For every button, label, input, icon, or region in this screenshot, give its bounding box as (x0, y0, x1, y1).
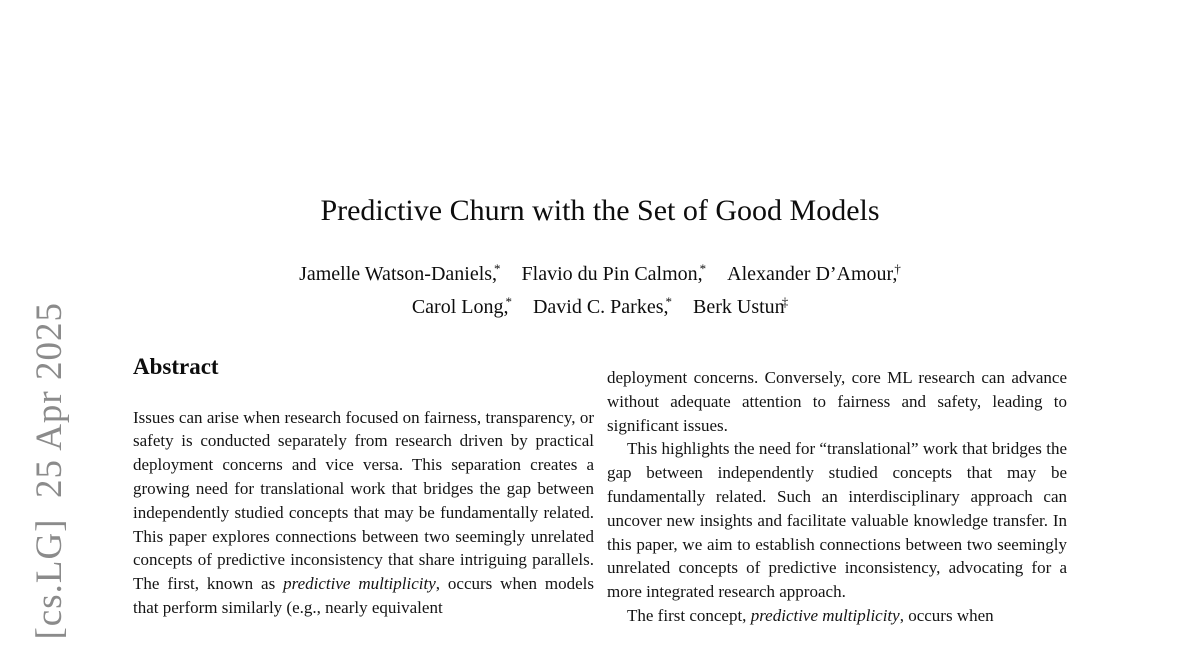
author: Jamelle Watson-Daniels,* (299, 261, 501, 285)
paper-title: Predictive Churn with the Set of Good Mo… (320, 194, 880, 227)
body-paragraph-2: This highlights the need for “translatio… (607, 439, 1067, 602)
arxiv-category-stamp: [cs.LG] 25 Apr 2025 (29, 302, 70, 640)
footnote-mark: * (494, 261, 501, 276)
footnote-mark: ‡ (781, 294, 789, 309)
abstract-column: Abstract Issues can arise when research … (133, 353, 594, 620)
body-paragraph-3: The first concept, predictive multiplici… (607, 604, 1067, 628)
author-line-2: Carol Long,* David C. Parkes,* Berk Ustu… (0, 288, 1200, 321)
abstract-heading: Abstract (133, 354, 219, 379)
author: Berk Ustun‡ (693, 294, 789, 318)
body-column: deployment concerns. Conversely, core ML… (607, 366, 1067, 628)
author: Alexander D’Amour,† (727, 261, 901, 285)
abstract-paragraph: Issues can arise when research focused o… (133, 406, 594, 620)
footnote-mark: * (505, 294, 512, 309)
author-block: Jamelle Watson-Daniels,* Flavio du Pin C… (0, 255, 1200, 321)
author-name: Jamelle Watson-Daniels, (299, 263, 498, 285)
author-line-1: Jamelle Watson-Daniels,* Flavio du Pin C… (0, 255, 1200, 288)
author: David C. Parkes,* (532, 294, 673, 318)
abstract-text-pre: Issues can arise when research focused o… (133, 407, 594, 594)
body-text-pre: The first concept, (627, 605, 751, 625)
footnote-mark: † (894, 261, 901, 276)
footnote-mark: * (699, 261, 707, 276)
abstract-text-post: , occurs when models that perform simila… (133, 574, 594, 617)
italic-term-predictive-multiplicity: predictive multiplicity (283, 574, 436, 594)
author-name: David C. Parkes, (532, 296, 669, 318)
author: Flavio du Pin Calmon,* (521, 261, 707, 285)
body-paragraph-1: deployment concerns. Conversely, core ML… (607, 368, 1067, 435)
author-name: Alexander D’Amour, (727, 263, 898, 285)
footnote-mark: * (665, 294, 673, 309)
author-name: Carol Long, (411, 296, 509, 318)
author-name: Berk Ustun (693, 296, 785, 318)
author: Carol Long,* (411, 294, 512, 318)
author-name: Flavio du Pin Calmon, (521, 263, 703, 285)
italic-term-predictive-multiplicity: predictive multiplicity (750, 605, 900, 625)
body-text-post: , occurs when (899, 605, 994, 625)
